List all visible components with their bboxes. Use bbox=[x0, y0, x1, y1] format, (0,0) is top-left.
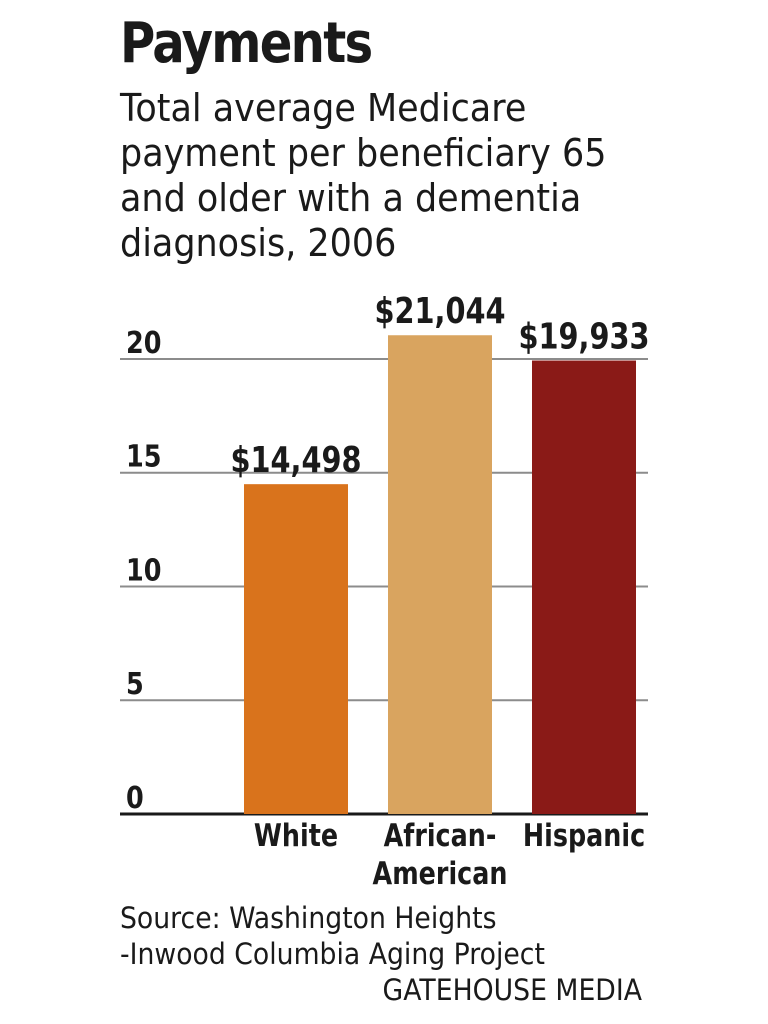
y-tick-label-5: 5 bbox=[126, 666, 144, 702]
source-line-2: -Inwood Columbia Aging Project bbox=[120, 937, 545, 971]
media-credit: GATEHOUSE MEDIA bbox=[382, 973, 642, 1007]
bar-2 bbox=[532, 360, 636, 814]
chart-subtitle: Total average Medicare payment per benef… bbox=[120, 86, 607, 265]
y-tick-label-0: 0 bbox=[126, 780, 144, 816]
label-layer: 0 5 10 15 20 $14,498 White $21,044 African-Ameri… bbox=[126, 290, 650, 892]
source-line-1: Source: Washington Heights bbox=[120, 901, 497, 935]
value-label-1: $21,044 bbox=[374, 290, 505, 332]
value-label-0: $14,498 bbox=[230, 439, 361, 481]
y-tick-label-20: 20 bbox=[126, 325, 161, 361]
y-tick-label-10: 10 bbox=[126, 552, 161, 588]
bar-0 bbox=[244, 484, 348, 814]
value-label-2: $19,933 bbox=[518, 315, 649, 357]
category-label-0-0: White bbox=[254, 818, 338, 854]
category-label-1-1: American bbox=[373, 856, 508, 892]
category-label-1-0: African- bbox=[384, 818, 497, 854]
chart-title: Payments bbox=[120, 11, 373, 76]
y-tick-label-15: 15 bbox=[126, 439, 161, 475]
source-note: Source: Washington Heights -Inwood Colum… bbox=[120, 900, 545, 972]
category-label-2-0: Hispanic bbox=[523, 818, 645, 854]
bar-1 bbox=[388, 335, 492, 814]
bar-layer bbox=[244, 335, 636, 814]
